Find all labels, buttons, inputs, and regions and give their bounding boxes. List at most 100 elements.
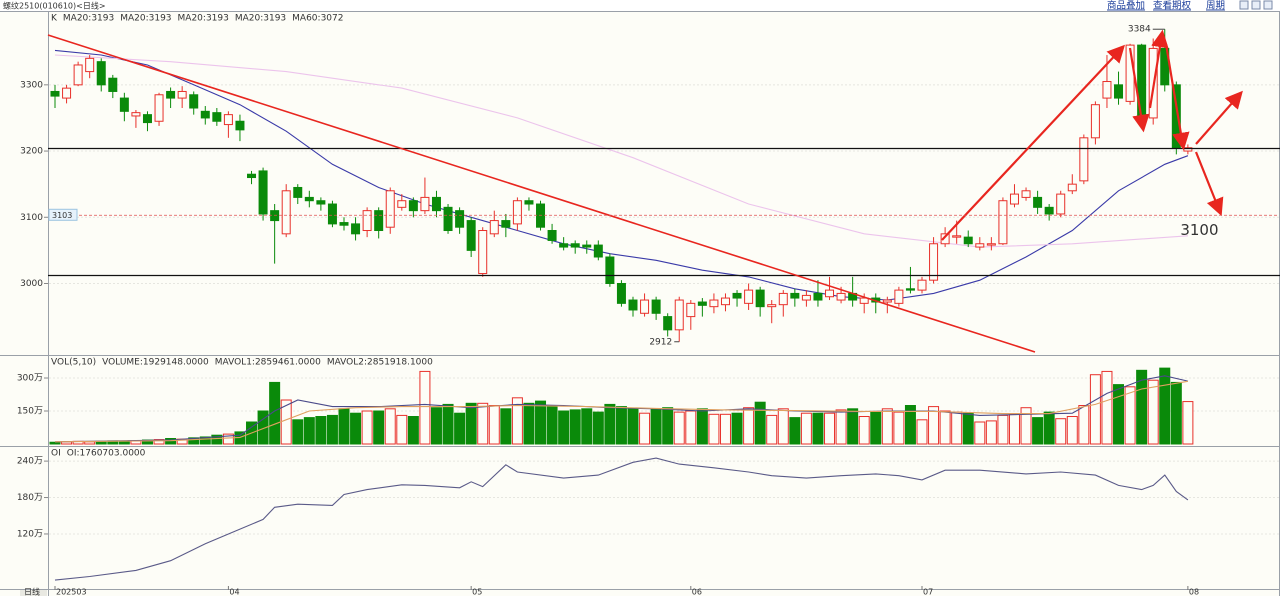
volume-bar bbox=[1078, 405, 1090, 445]
candle-body bbox=[882, 299, 892, 303]
volume-bar bbox=[315, 416, 327, 445]
x-axis-label-box bbox=[20, 590, 47, 596]
legend-entry: OI:1760703.0000 bbox=[67, 449, 146, 459]
volume-bar bbox=[1159, 367, 1171, 445]
volume-bar bbox=[916, 419, 928, 445]
y-tick-label: 3000 bbox=[20, 279, 43, 289]
candle-body bbox=[720, 297, 730, 306]
volume-bar bbox=[893, 411, 905, 445]
volume-bar bbox=[407, 416, 419, 445]
volume-bar bbox=[800, 412, 812, 445]
candle-body bbox=[859, 297, 869, 304]
candle-body bbox=[351, 223, 361, 235]
candle-body bbox=[917, 279, 927, 291]
volume-bar bbox=[292, 419, 304, 445]
candle-body bbox=[431, 196, 441, 212]
period-button[interactable]: 周期 bbox=[1206, 1, 1225, 12]
candle-body bbox=[894, 289, 904, 304]
volume-bar bbox=[685, 410, 697, 445]
y-tick-label: 150万 bbox=[17, 407, 43, 417]
icon-button[interactable] bbox=[1239, 0, 1249, 10]
volume-bar bbox=[719, 413, 731, 445]
candle-body bbox=[501, 220, 511, 228]
option-button[interactable]: 查看期权 bbox=[1153, 0, 1192, 12]
volume-bar bbox=[338, 408, 350, 445]
candle-body bbox=[1114, 84, 1124, 99]
volume-bar bbox=[858, 416, 870, 445]
overlay-button[interactable]: 商品叠加 bbox=[1107, 0, 1145, 12]
candle-body bbox=[905, 288, 915, 291]
candle-body bbox=[616, 282, 626, 304]
candle-body bbox=[362, 210, 372, 232]
candle-body bbox=[640, 299, 650, 314]
candle-body bbox=[108, 77, 118, 92]
candle-body bbox=[952, 235, 962, 238]
volume-bar bbox=[673, 411, 685, 445]
volume-bar bbox=[962, 412, 974, 445]
volume-bar bbox=[581, 408, 593, 445]
volume-bar bbox=[1170, 381, 1182, 445]
arrows bbox=[941, 29, 1243, 241]
candle-body bbox=[801, 294, 811, 301]
volume-bar bbox=[985, 420, 997, 445]
candle-body bbox=[96, 61, 106, 86]
x-tick-label: 08 bbox=[1189, 588, 1199, 596]
candle-body bbox=[975, 243, 985, 248]
candle-body bbox=[489, 220, 499, 235]
volume-bar bbox=[118, 440, 130, 445]
volume-bar bbox=[384, 408, 396, 445]
volume-bar bbox=[188, 437, 200, 445]
candle-body bbox=[790, 292, 800, 299]
window-title: 螺纹2510(010610)<日线> bbox=[3, 1, 106, 11]
volume-bar bbox=[650, 408, 662, 445]
moving-average bbox=[54, 54, 1188, 248]
volume-bar bbox=[627, 408, 639, 445]
candle-body bbox=[512, 200, 522, 225]
y-tick-label: 3100 bbox=[20, 213, 43, 223]
candle-body bbox=[651, 299, 661, 314]
candle-body bbox=[1021, 190, 1031, 198]
x-axis-label: 日线 bbox=[24, 587, 40, 596]
candle-body bbox=[628, 299, 638, 311]
candle-body bbox=[85, 57, 95, 73]
candle-body bbox=[709, 299, 719, 308]
volume-bar bbox=[49, 441, 61, 445]
volume-bar bbox=[1008, 413, 1020, 445]
candle-body bbox=[963, 236, 973, 245]
candle-body bbox=[281, 190, 291, 235]
volume-bar bbox=[1101, 370, 1113, 445]
volume-bar bbox=[269, 381, 281, 445]
volume-bar bbox=[442, 403, 454, 445]
legend-entry: MA20:3193 bbox=[120, 14, 171, 24]
volume-bar bbox=[997, 414, 1009, 445]
candle-body bbox=[62, 87, 72, 99]
candle-body bbox=[177, 90, 187, 99]
volume-bar bbox=[974, 421, 986, 445]
y-tick-label: 3200 bbox=[20, 147, 43, 157]
volume-bar bbox=[222, 433, 234, 445]
volume-bar bbox=[662, 407, 674, 445]
volume-bar bbox=[500, 408, 512, 445]
candle-body bbox=[1009, 193, 1019, 205]
candle-body bbox=[189, 94, 199, 109]
x-tick-label: 05 bbox=[472, 588, 482, 596]
volume-bar bbox=[835, 409, 847, 445]
candle-body bbox=[767, 304, 777, 308]
volume-bar bbox=[1089, 374, 1101, 445]
candle-body bbox=[1056, 193, 1066, 215]
candle-body bbox=[570, 243, 580, 248]
volume-bar bbox=[454, 412, 466, 445]
volume-bar bbox=[477, 402, 489, 445]
volume-bar bbox=[84, 441, 96, 445]
candle-body bbox=[674, 299, 684, 331]
volume-bar bbox=[639, 412, 651, 445]
volume-bar bbox=[696, 408, 708, 445]
candle-body bbox=[836, 292, 846, 301]
icon-button[interactable] bbox=[1263, 0, 1273, 10]
candle-body bbox=[1102, 81, 1112, 99]
volume-bar bbox=[743, 407, 755, 445]
candle-body bbox=[547, 230, 557, 241]
user-drawings bbox=[47, 29, 1280, 353]
icon-button[interactable] bbox=[1251, 0, 1261, 10]
